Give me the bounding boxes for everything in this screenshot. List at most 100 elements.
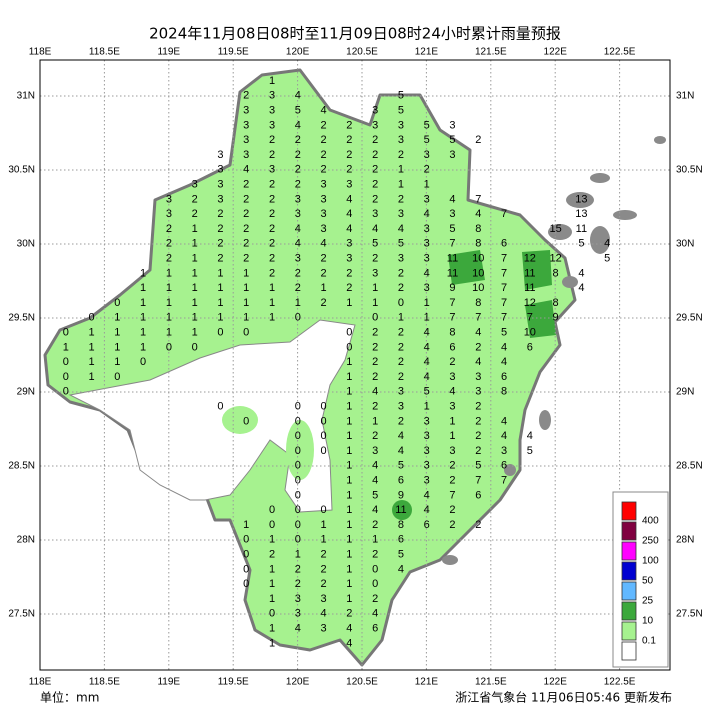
lon-label-top: 118E xyxy=(29,47,52,58)
rain-value: 0 xyxy=(295,489,301,501)
rain-value: 3 xyxy=(424,415,430,427)
rain-value: 1 xyxy=(346,593,352,605)
rain-value: 2 xyxy=(166,223,172,235)
rain-value: 2 xyxy=(321,119,327,131)
rain-value: 7 xyxy=(449,312,455,324)
rain-value: 10 xyxy=(524,327,536,339)
rain-value: 1 xyxy=(269,637,275,649)
rain-value: 6 xyxy=(372,623,378,635)
rain-value: 3 xyxy=(346,238,352,250)
rain-value: 1 xyxy=(398,179,404,191)
rain-value: 3 xyxy=(398,386,404,398)
rain-value: 5 xyxy=(398,90,404,102)
rain-value: 1 xyxy=(424,312,430,324)
rain-value: 1 xyxy=(192,327,198,339)
rain-value: 1 xyxy=(346,475,352,487)
rain-value: 4 xyxy=(604,238,610,250)
rain-value: 4 xyxy=(295,119,301,131)
rain-value: 2 xyxy=(398,149,404,161)
rain-value: 0 xyxy=(243,415,249,427)
islands xyxy=(442,136,666,565)
rain-value: 1 xyxy=(243,267,249,279)
rain-value: 5 xyxy=(372,489,378,501)
legend-swatch xyxy=(621,601,637,621)
rain-value: 1 xyxy=(346,386,352,398)
lon-label-bottom: 122.5E xyxy=(604,677,636,688)
rain-value: 5 xyxy=(398,105,404,117)
rain-value: 3 xyxy=(243,119,249,131)
rain-value: 1 xyxy=(114,356,120,368)
rain-value: 3 xyxy=(501,445,507,457)
rain-value: 2 xyxy=(372,371,378,383)
rain-value: 3 xyxy=(475,371,481,383)
lon-label-bottom: 120.5E xyxy=(346,677,378,688)
rain-value: 1 xyxy=(269,578,275,590)
rain-value: 1 xyxy=(321,519,327,531)
rain-value: 7 xyxy=(501,253,507,265)
rain-value: 1 xyxy=(114,312,120,324)
rain-value: 0 xyxy=(372,312,378,324)
rain-value: 3 xyxy=(321,623,327,635)
legend-label: 25 xyxy=(642,596,654,607)
rain-value: 1 xyxy=(88,341,94,353)
legend-box xyxy=(612,491,669,668)
rain-value: 3 xyxy=(295,608,301,620)
rain-value: 0 xyxy=(269,504,275,516)
rain-value: 9 xyxy=(553,312,559,324)
rain-value: 3 xyxy=(475,386,481,398)
heavy-patch xyxy=(392,500,412,520)
rain-value: 10 xyxy=(472,253,484,265)
rain-value: 4 xyxy=(372,608,378,620)
rain-value: 15 xyxy=(549,223,561,235)
rain-value: 4 xyxy=(501,341,507,353)
rain-value: 11 xyxy=(524,282,535,294)
rain-value: 1 xyxy=(63,341,69,353)
rain-value: 6 xyxy=(475,489,481,501)
rain-value: 3 xyxy=(295,208,301,220)
rain-value: 6 xyxy=(501,460,507,472)
rain-value: 1 xyxy=(424,401,430,413)
rain-value: 2 xyxy=(192,208,198,220)
rain-value: 2 xyxy=(321,297,327,309)
lat-label-left: 30.5N xyxy=(8,165,35,176)
rain-value: 2 xyxy=(475,341,481,353)
rain-value: 0 xyxy=(114,297,120,309)
rain-value: 1 xyxy=(424,179,430,191)
rain-value: 1 xyxy=(140,341,146,353)
rain-value: 5 xyxy=(398,549,404,561)
rain-value: 0 xyxy=(372,578,378,590)
rain-value: 1 xyxy=(346,356,352,368)
rain-value: 4 xyxy=(424,208,430,220)
rain-value: 1 xyxy=(192,312,198,324)
rain-value: 1 xyxy=(269,623,275,635)
rain-value: 2 xyxy=(166,238,172,250)
rain-value: 1 xyxy=(192,238,198,250)
rain-value: 1 xyxy=(114,327,120,339)
rain-value: 6 xyxy=(449,341,455,353)
rain-value: 2 xyxy=(398,193,404,205)
rain-value: 11 xyxy=(447,267,458,279)
lon-label-bottom: 122E xyxy=(544,677,568,688)
rain-value: 2 xyxy=(192,193,198,205)
rain-value: 2 xyxy=(398,356,404,368)
rain-value: 2 xyxy=(372,327,378,339)
rain-value: 0 xyxy=(114,371,120,383)
rain-value: 1 xyxy=(346,563,352,575)
rain-value: 3 xyxy=(424,475,430,487)
rain-value: 0 xyxy=(295,460,301,472)
rain-value: 5 xyxy=(424,119,430,131)
legend-label: 10 xyxy=(642,616,654,627)
rain-value: 1 xyxy=(140,282,146,294)
rain-value: 7 xyxy=(449,489,455,501)
rain-value: 2 xyxy=(372,593,378,605)
rain-value: 0 xyxy=(295,534,301,546)
rain-value: 11 xyxy=(576,223,587,235)
rain-value: 8 xyxy=(398,519,404,531)
legend-label: 250 xyxy=(642,536,659,547)
rain-value: 3 xyxy=(398,401,404,413)
rain-value: 7 xyxy=(501,282,507,294)
rain-value: 1 xyxy=(269,593,275,605)
rain-value: 6 xyxy=(501,238,507,250)
rain-value: 3 xyxy=(424,253,430,265)
